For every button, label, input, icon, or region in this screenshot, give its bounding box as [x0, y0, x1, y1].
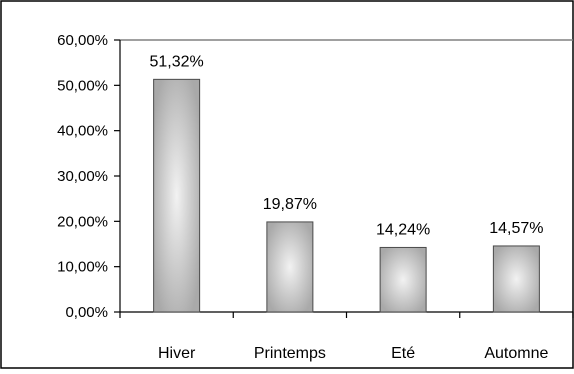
- y-tick-label: 10,00%: [57, 259, 108, 276]
- y-tick-label: 40,00%: [57, 123, 108, 140]
- y-tick-label: 50,00%: [57, 77, 108, 94]
- data-label: 14,24%: [376, 221, 430, 238]
- data-label: 19,87%: [263, 196, 317, 213]
- data-label: 14,57%: [489, 220, 543, 237]
- bar-automne: [492, 245, 540, 313]
- x-tick-label: Eté: [391, 345, 415, 362]
- y-tick-label: 0,00%: [65, 304, 108, 321]
- bar-printemps: [266, 221, 314, 313]
- bar-eté: [379, 246, 427, 313]
- bar-hiver: [153, 78, 201, 313]
- x-tick-label: Hiver: [158, 345, 196, 362]
- y-tick-label: 30,00%: [57, 168, 108, 185]
- x-tick-label: Automne: [484, 345, 548, 362]
- x-tick-label: Printemps: [254, 345, 326, 362]
- data-label: 51,32%: [149, 53, 203, 70]
- y-tick-label: 60,00%: [57, 32, 108, 49]
- y-tick-label: 20,00%: [57, 213, 108, 230]
